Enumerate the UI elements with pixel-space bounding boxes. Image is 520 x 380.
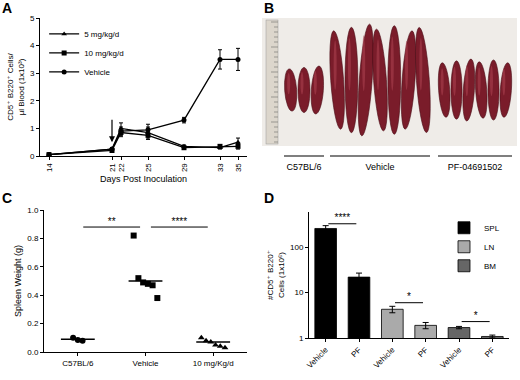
svg-text:10 mg/Kg/d: 10 mg/Kg/d [193,359,234,368]
svg-text:29: 29 [180,163,189,172]
svg-text:3: 3 [30,69,35,78]
svg-text:#CD5⁺ B220⁺Cells (1x10⁶): #CD5⁺ B220⁺Cells (1x10⁶) [266,250,285,300]
svg-text:0: 0 [30,152,35,161]
svg-text:14: 14 [45,163,54,172]
svg-text:Vehicle: Vehicle [372,345,397,370]
svg-text:****: **** [172,216,188,227]
svg-text:1: 1 [30,124,35,133]
svg-text:0.4: 0.4 [27,291,39,300]
svg-text:Vehicle: Vehicle [84,68,110,77]
svg-text:PF: PF [350,345,364,359]
svg-text:5: 5 [30,14,35,23]
svg-text:LN: LN [484,243,494,252]
svg-text:PF: PF [483,345,497,359]
svg-text:35: 35 [234,163,243,172]
svg-text:****: **** [335,212,351,223]
svg-text:BM: BM [484,262,496,271]
svg-text:100: 100 [290,243,304,252]
svg-text:2: 2 [30,97,35,106]
svg-text:1.0: 1.0 [27,206,39,215]
svg-text:10 mg/kg/d: 10 mg/kg/d [84,49,124,58]
svg-text:0.0: 0.0 [27,348,39,357]
svg-text:25: 25 [144,163,153,172]
svg-text:Vehicle: Vehicle [439,345,464,370]
html-text:A: A [2,0,13,16]
svg-text:33: 33 [216,163,225,172]
svg-text:21: 21 [108,163,117,172]
svg-text:0.2: 0.2 [27,319,39,328]
svg-text:10: 10 [294,288,303,297]
svg-text:Spleen Weight (g): Spleen Weight (g) [13,245,23,317]
svg-text:C57BL/6: C57BL/6 [286,162,321,172]
svg-text:0.8: 0.8 [27,234,39,243]
svg-text:SPL: SPL [484,224,500,233]
svg-text:4: 4 [30,41,35,50]
svg-text:Vehicle: Vehicle [305,345,330,370]
svg-text:CD5⁺ B220⁺ Cells/µl Blood (1x1: CD5⁺ B220⁺ Cells/µl Blood (1x10³) [6,52,25,120]
svg-text:1: 1 [299,334,304,343]
svg-text:Days Post Inoculation: Days Post Inoculation [100,174,187,184]
svg-text:PF-04691502: PF-04691502 [448,162,503,172]
svg-text:PF: PF [416,345,430,359]
svg-text:0.6: 0.6 [27,263,39,272]
html-text:D: D [264,190,275,206]
html-text:C: C [2,190,13,206]
svg-text:Vehicle: Vehicle [133,359,159,368]
svg-text:**: ** [108,216,116,227]
svg-text:5 mg/kg/d: 5 mg/kg/d [84,30,119,39]
svg-text:Vehicle: Vehicle [365,162,394,172]
html-text:B: B [264,0,275,16]
svg-text:C57BL/6: C57BL/6 [62,359,94,368]
svg-text:*: * [474,310,478,321]
svg-text:*: * [407,291,411,302]
svg-text:22: 22 [117,163,126,172]
